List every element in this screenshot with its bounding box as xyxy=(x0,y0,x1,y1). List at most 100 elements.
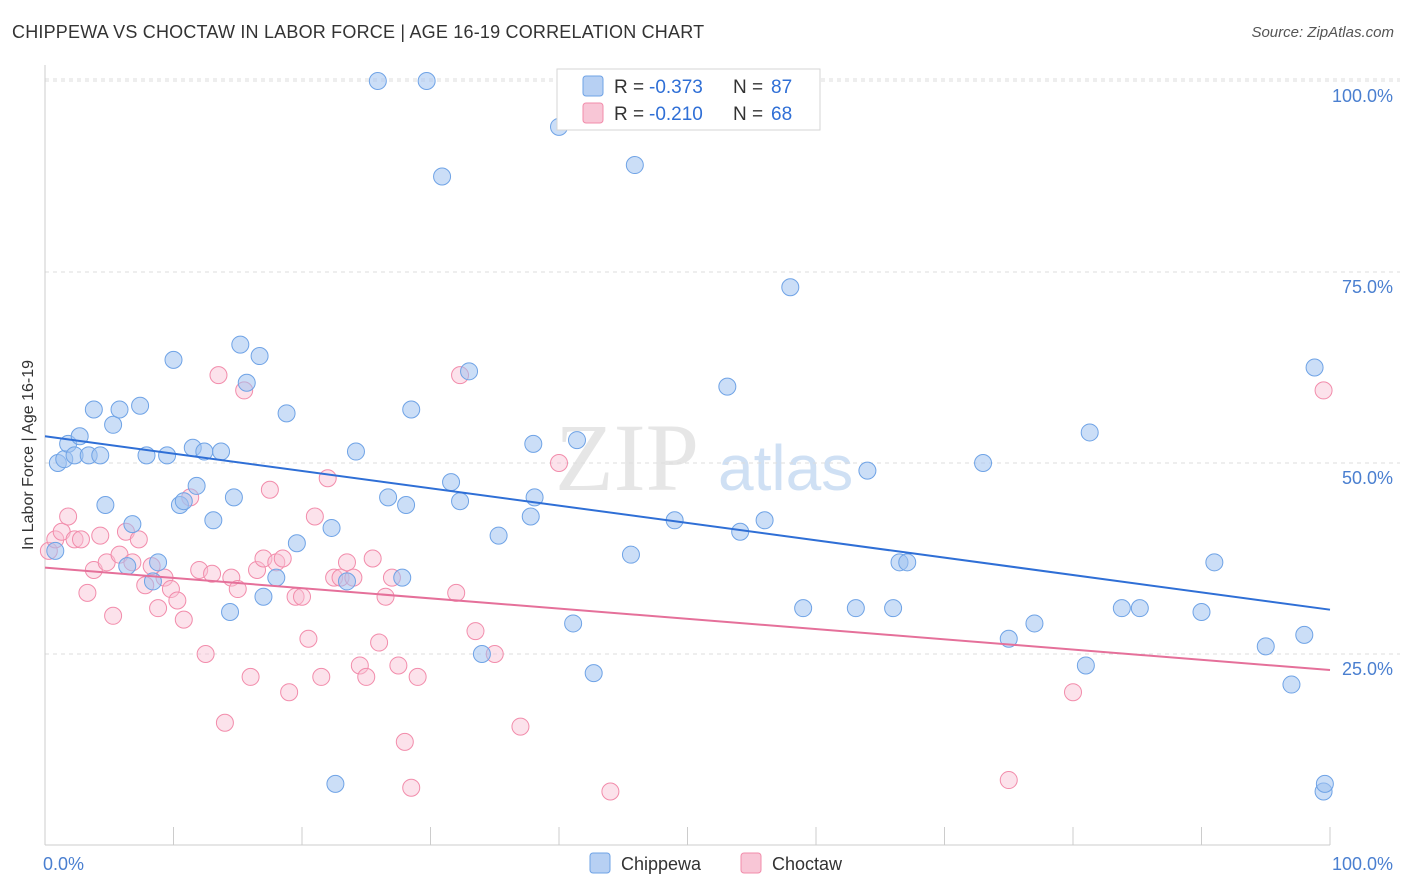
choctaw-point xyxy=(168,591,187,610)
bottom-legend-swatch-choctaw xyxy=(740,852,762,874)
choctaw-point xyxy=(203,564,222,583)
chippewa-point xyxy=(231,335,250,354)
choctaw-point xyxy=(318,469,337,488)
chippewa-point xyxy=(46,541,65,560)
grid-lines xyxy=(45,78,1400,655)
chippewa-point xyxy=(1315,774,1334,793)
y-axis-label: In Labor Force | Age 16-19 xyxy=(20,360,37,550)
legend-n-value-1: 87 xyxy=(771,77,792,98)
chippewa-point xyxy=(884,599,903,618)
choctaw-point xyxy=(999,771,1018,790)
choctaw-point xyxy=(78,583,97,602)
choctaw-point xyxy=(408,667,427,686)
chippewa-point xyxy=(158,446,177,465)
chippewa-point xyxy=(368,72,387,90)
legend-bottom: Chippewa Choctaw xyxy=(589,852,843,874)
chippewa-point xyxy=(1295,625,1314,644)
y-tick-label: 100.0% xyxy=(1332,86,1393,106)
source-label: Source: ZipAtlas.com xyxy=(1251,24,1394,41)
y-tick-label: 25.0% xyxy=(1342,659,1393,679)
choctaw-point xyxy=(228,580,247,599)
choctaw-point xyxy=(1064,683,1082,702)
choctaw-trend-line xyxy=(44,566,1331,672)
chippewa-points xyxy=(46,72,1334,801)
chippewa-point xyxy=(584,664,603,683)
chippewa-point xyxy=(123,515,142,534)
chippewa-point xyxy=(346,442,365,461)
chippewa-point xyxy=(187,476,206,495)
choctaw-point xyxy=(357,667,376,686)
y-tick-label: 75.0% xyxy=(1342,277,1393,297)
chippewa-point xyxy=(393,568,412,587)
bottom-legend-chippewa: Chippewa xyxy=(621,854,702,874)
chippewa-point xyxy=(1080,423,1099,442)
legend-top: R = -0.373 N = 87 R = -0.210 N = 68 xyxy=(556,68,821,131)
choctaw-point xyxy=(65,530,84,549)
chart-title: CHIPPEWA VS CHOCTAW IN LABOR FORCE | AGE… xyxy=(12,22,705,42)
chippewa-point xyxy=(326,774,345,793)
choctaw-point xyxy=(293,587,311,606)
chippewa-point xyxy=(131,396,150,415)
chippewa-point xyxy=(781,278,800,297)
chippewa-point xyxy=(287,534,306,553)
chippewa-point xyxy=(254,587,273,606)
choctaw-point xyxy=(174,610,193,629)
chippewa-point xyxy=(337,572,356,591)
chippewa-point xyxy=(1305,358,1324,377)
choctaw-point xyxy=(273,549,292,568)
choctaw-point xyxy=(370,633,389,652)
chippewa-trend-line xyxy=(44,435,1331,611)
legend-r-label-2: R = xyxy=(614,104,644,125)
choctaw-point xyxy=(389,656,408,675)
choctaw-point xyxy=(601,782,620,801)
choctaw-point xyxy=(209,366,228,385)
chippewa-point xyxy=(212,442,231,461)
chippewa-point xyxy=(1205,553,1224,572)
choctaw-point xyxy=(196,645,215,663)
chippewa-point xyxy=(1076,656,1095,675)
x-tick-label-min: 0.0% xyxy=(43,854,84,874)
choctaw-point xyxy=(466,622,485,641)
choctaw-point xyxy=(280,683,299,702)
chippewa-point xyxy=(204,511,223,530)
choctaw-point xyxy=(395,732,414,751)
chippewa-point xyxy=(524,434,543,453)
chippewa-point xyxy=(489,526,508,545)
chippewa-point xyxy=(442,473,461,492)
choctaw-point xyxy=(312,667,331,686)
chippewa-point xyxy=(397,496,416,515)
chippewa-point xyxy=(451,492,470,511)
chippewa-point xyxy=(224,488,243,507)
legend-n-label-1: N = xyxy=(733,77,763,98)
choctaw-point xyxy=(447,583,466,602)
choctaw-point xyxy=(161,580,180,599)
trend-lines xyxy=(44,435,1331,672)
chippewa-point xyxy=(1192,602,1211,621)
chippewa-point xyxy=(564,614,583,633)
chippewa-point xyxy=(221,602,240,621)
watermark-zip: ZIP xyxy=(555,404,699,511)
legend-n-value-2: 68 xyxy=(771,104,792,125)
legend-swatch-chippewa xyxy=(582,75,604,97)
chippewa-point xyxy=(898,553,917,572)
chippewa-point xyxy=(567,431,586,450)
chippewa-point xyxy=(84,400,103,419)
chippewa-point xyxy=(250,347,269,366)
chippewa-point xyxy=(110,400,129,419)
chippewa-point xyxy=(794,599,813,618)
choctaw-point xyxy=(350,656,369,675)
choctaw-point xyxy=(149,599,168,618)
tick-labels: 25.0% 50.0% 75.0% 100.0% 0.0% 100.0% xyxy=(43,86,1393,874)
chippewa-point xyxy=(379,488,398,507)
chippewa-point xyxy=(625,156,644,175)
legend-r-label-1: R = xyxy=(614,77,644,98)
choctaw-point xyxy=(402,778,421,797)
chippewa-point xyxy=(846,599,865,618)
legend-r-value-1: -0.373 xyxy=(649,77,703,98)
chippewa-point xyxy=(621,545,640,564)
chippewa-point xyxy=(1256,637,1275,656)
chippewa-point xyxy=(1282,675,1301,694)
chippewa-point xyxy=(460,362,479,381)
choctaw-point xyxy=(71,530,90,549)
